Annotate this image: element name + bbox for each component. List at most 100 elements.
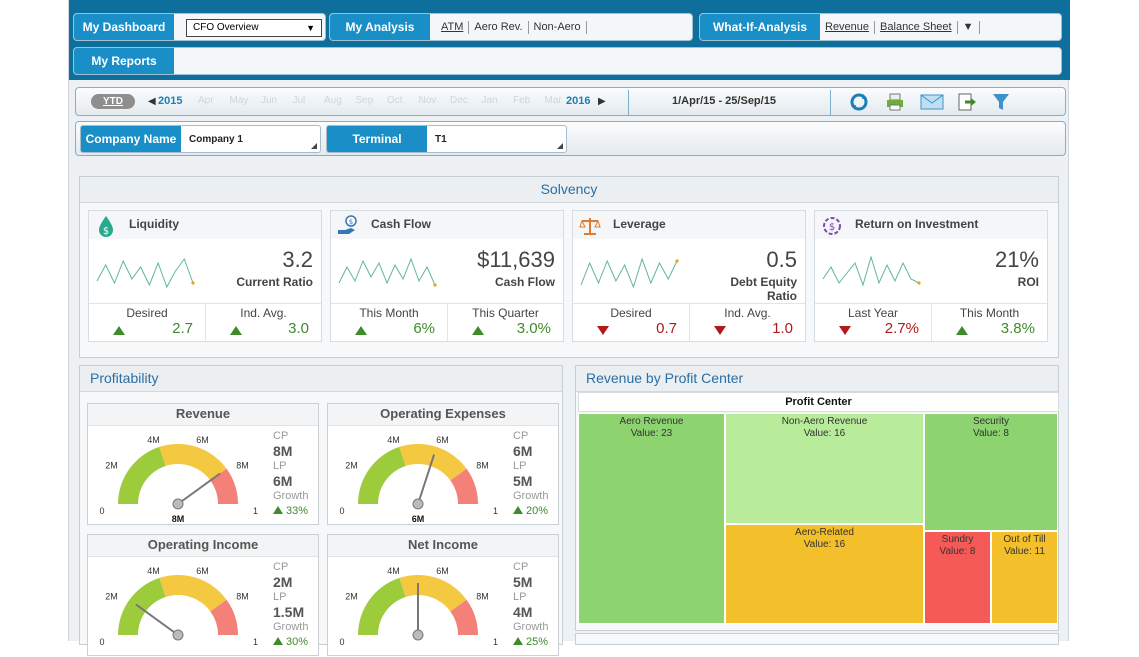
arrow-up-icon xyxy=(513,506,523,514)
gauge-dial: 0 2M 4M 6M 8M 10 6M xyxy=(339,435,498,524)
month-dec[interactable]: Dec xyxy=(450,95,468,106)
kpi-value: 6% xyxy=(413,320,435,337)
my-reports-button[interactable]: My Reports xyxy=(74,48,174,74)
company-name-value[interactable]: Company 1 xyxy=(189,133,243,145)
treemap-tile-security[interactable]: Security Value: 8 xyxy=(924,413,1058,531)
kpi-value: 3.0 xyxy=(288,320,309,337)
cp-value: 6M xyxy=(513,443,533,459)
export-icon[interactable] xyxy=(956,92,978,112)
tile-value: Value: 11 xyxy=(1004,546,1045,557)
month-jul[interactable]: Jul xyxy=(292,95,306,106)
gauge-scale-label: 0 xyxy=(99,637,104,647)
lp-label: LP xyxy=(273,460,287,472)
month-jun[interactable]: Jun xyxy=(261,95,278,106)
metric-value: 0.5 xyxy=(766,247,797,272)
treemap-tile-non-aero-revenue[interactable]: Non-Aero Revenue Value: 16 xyxy=(725,413,924,524)
treemap-tile-out-of-till[interactable]: Out of Till Value: 11 xyxy=(991,531,1058,624)
gauge-title: Net Income xyxy=(407,537,479,552)
whatif-nav: What-If-Analysis Revenue Balance Sheet ▼ xyxy=(699,13,1062,41)
lp-label: LP xyxy=(273,591,287,603)
metric-label: ROI xyxy=(1017,275,1039,289)
lp-value: 1.5M xyxy=(273,604,305,620)
month-sep[interactable]: Sep xyxy=(355,95,374,106)
treemap-tile-aero-revenue[interactable]: Aero Revenue Value: 23 xyxy=(578,413,725,624)
metric-value: 3.2 xyxy=(282,247,313,272)
month-may[interactable]: May xyxy=(229,95,249,106)
gauge-dial: 0 2M 4M 6M 8M 10 8M xyxy=(99,435,258,524)
prev-year-icon[interactable]: ◀ xyxy=(148,96,156,107)
solvency-card-liquidity[interactable]: Liquidity $ 3.2 Current Ratio Desired 2.… xyxy=(88,210,322,342)
treemap-header: Profit Center xyxy=(578,392,1059,412)
gauge-pivot xyxy=(172,629,184,641)
gauge-scale-label: 0 xyxy=(339,506,344,516)
month-apr[interactable]: Apr xyxy=(198,95,214,106)
year-end[interactable]: 2016 xyxy=(566,95,591,107)
year-start[interactable]: 2015 xyxy=(158,95,183,107)
filter-icon[interactable] xyxy=(990,92,1012,112)
gauge-needle xyxy=(177,472,221,505)
solvency-card-return-on-investment[interactable]: Return on Investment $ 21% ROI Last Year… xyxy=(814,210,1048,342)
company-filter[interactable]: Company Name Company 1 xyxy=(80,125,321,153)
tile-value: Value: 16 xyxy=(803,539,846,550)
terminal-value[interactable]: T1 xyxy=(435,133,447,145)
solvency-card-leverage[interactable]: Leverage 0.5 Debt Equity Ratio Desired 0… xyxy=(572,210,806,342)
gauge-operating-income[interactable]: Operating Income 0 2M 4M 6M 8M 10 CP 2M LP 1.… xyxy=(87,534,319,656)
treemap-tile-aero-related[interactable]: Aero-Related Value: 16 xyxy=(725,524,924,624)
growth-row: 20% xyxy=(513,504,559,519)
whatif-link-balance-sheet[interactable]: Balance Sheet xyxy=(875,20,958,34)
solvency-card-cash-flow[interactable]: Cash Flow $ $11,639 Cash Flow This Month… xyxy=(330,210,564,342)
ytd-button[interactable]: YTD xyxy=(91,94,135,109)
kpi-label: Last Year xyxy=(847,306,899,320)
terminal-filter[interactable]: Terminal T1 xyxy=(326,125,567,153)
kpi-label: Ind. Avg. xyxy=(724,306,771,320)
growth-label: Growth xyxy=(513,490,549,502)
profitability-title: Profitability xyxy=(80,366,562,392)
lp-value: 4M xyxy=(513,604,533,620)
cp-label: CP xyxy=(513,561,529,573)
analysis-link-atm[interactable]: ATM xyxy=(436,20,470,34)
month-aug[interactable]: Aug xyxy=(324,95,342,106)
growth-value: 20% xyxy=(526,505,549,517)
gauge-scale-label: 8M xyxy=(236,461,249,471)
kpi-label: Desired xyxy=(126,306,168,320)
dashboard-select[interactable]: CFO Overview ▼ xyxy=(186,19,322,37)
month-feb[interactable]: Feb xyxy=(513,95,531,106)
month-nov[interactable]: Nov xyxy=(418,95,437,106)
refresh-icon[interactable] xyxy=(848,92,870,112)
month-slider[interactable]: Apr May Jun Jul Aug Sep Oct Nov Dec Jan Feb Mar xyxy=(198,95,576,106)
my-analysis-button[interactable]: My Analysis xyxy=(330,14,430,40)
whatif-more-icon[interactable]: ▼ xyxy=(958,20,980,34)
company-name-label: Company Name xyxy=(81,126,181,152)
email-icon[interactable] xyxy=(919,92,945,112)
kpi-value: 3.8% xyxy=(1000,320,1035,337)
tile-value: Value: 8 xyxy=(939,546,976,557)
arrow-down-icon xyxy=(714,326,726,335)
treemap-tile-sundry[interactable]: Sundry Value: 8 xyxy=(924,531,991,624)
tile-name: Out of Till xyxy=(1003,534,1046,545)
month-jan[interactable]: Jan xyxy=(481,95,498,106)
month-oct[interactable]: Oct xyxy=(387,95,403,106)
arrow-down-icon xyxy=(597,326,609,335)
card-title: Leverage xyxy=(573,211,805,239)
metric-value: $11,639 xyxy=(477,247,555,272)
whatif-link-revenue[interactable]: Revenue xyxy=(820,20,876,34)
gauge-operating-expenses[interactable]: Operating Expenses 0 2M 4M 6M 8M 10 6M CP 6M … xyxy=(327,403,559,525)
gauge-needle xyxy=(417,454,436,505)
gauge-revenue[interactable]: Revenue 0 2M 4M 6M 8M 10 8M CP 8M LP 6M Growt… xyxy=(87,403,319,525)
print-icon[interactable] xyxy=(884,92,906,112)
gauge-scale-label: 2M xyxy=(345,461,358,471)
tile-value: Value: 8 xyxy=(973,428,1009,439)
cp-label: CP xyxy=(513,430,529,442)
month-mar[interactable]: Mar xyxy=(544,95,562,106)
gauge-scale-label: 10 xyxy=(493,637,498,647)
gauge-stats: CP 8M LP 6M Growth 33% xyxy=(273,429,319,519)
gauge-scale-label: 6M xyxy=(436,435,449,445)
next-year-icon[interactable]: ▶ xyxy=(598,96,606,107)
gauge-net-income[interactable]: Net Income 0 2M 4M 6M 8M 10 CP 5M LP 4M Growt… xyxy=(327,534,559,656)
my-dashboard-button[interactable]: My Dashboard xyxy=(74,14,174,40)
analysis-link-aero[interactable]: Aero Rev. xyxy=(469,20,529,34)
dollar-drop-icon: $ xyxy=(95,215,117,237)
card-title: Return on Investment xyxy=(815,211,1047,239)
analysis-link-nonaero[interactable]: Non-Aero xyxy=(529,20,587,34)
what-if-analysis-button[interactable]: What-If-Analysis xyxy=(700,14,820,40)
